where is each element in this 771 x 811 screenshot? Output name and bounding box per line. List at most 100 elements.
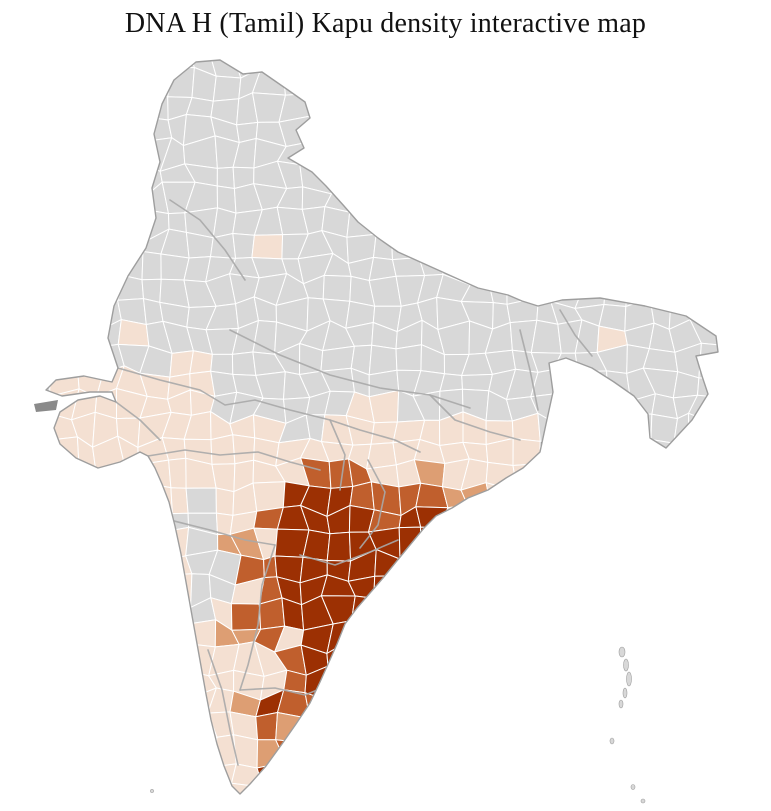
district[interactable] (550, 48, 587, 76)
district[interactable] (482, 787, 514, 810)
district[interactable] (689, 598, 724, 631)
district[interactable] (73, 296, 104, 333)
district[interactable] (618, 252, 652, 281)
district[interactable] (576, 211, 608, 239)
district[interactable] (670, 186, 700, 217)
district[interactable] (457, 756, 493, 793)
district[interactable] (373, 643, 403, 676)
district[interactable] (600, 73, 628, 98)
district[interactable] (573, 117, 610, 147)
district[interactable] (465, 234, 495, 259)
district[interactable] (483, 663, 514, 698)
district[interactable] (46, 74, 79, 98)
district[interactable] (740, 439, 763, 458)
district[interactable] (30, 696, 47, 718)
district[interactable] (365, 699, 394, 714)
district[interactable] (92, 665, 126, 700)
district[interactable] (182, 758, 213, 792)
district[interactable] (371, 734, 403, 761)
district[interactable] (669, 717, 701, 743)
district[interactable] (306, 718, 328, 745)
district[interactable] (736, 575, 770, 600)
district[interactable] (466, 94, 495, 124)
district[interactable] (509, 512, 532, 530)
district[interactable] (599, 623, 632, 648)
district[interactable] (49, 778, 73, 806)
district[interactable] (622, 137, 653, 170)
district[interactable] (535, 605, 563, 626)
district[interactable] (697, 717, 718, 743)
district[interactable] (74, 208, 103, 236)
district[interactable] (464, 504, 494, 539)
district[interactable] (68, 140, 99, 172)
district[interactable] (438, 527, 466, 562)
district[interactable] (627, 210, 647, 238)
district[interactable] (252, 784, 288, 811)
district[interactable] (668, 508, 702, 539)
district[interactable] (461, 596, 488, 621)
district[interactable] (596, 137, 625, 164)
district[interactable] (717, 598, 747, 630)
district[interactable] (23, 229, 55, 260)
district[interactable] (641, 480, 676, 511)
district[interactable] (185, 487, 217, 514)
district[interactable] (735, 531, 764, 562)
district[interactable] (623, 620, 651, 645)
district[interactable] (121, 651, 144, 677)
district[interactable] (141, 250, 162, 281)
district[interactable] (30, 370, 51, 399)
district[interactable] (486, 512, 518, 530)
district[interactable] (574, 251, 608, 282)
district[interactable] (323, 134, 356, 170)
district[interactable] (92, 696, 123, 721)
district[interactable] (598, 184, 629, 218)
district[interactable] (24, 113, 51, 147)
district[interactable] (22, 665, 56, 701)
district[interactable] (215, 487, 235, 516)
district[interactable] (73, 577, 104, 609)
district[interactable] (23, 91, 52, 122)
district[interactable] (599, 580, 624, 608)
district[interactable] (670, 234, 702, 263)
district[interactable] (739, 422, 764, 445)
district[interactable] (581, 388, 609, 418)
district[interactable] (574, 646, 605, 679)
district[interactable] (599, 527, 633, 555)
district[interactable] (376, 47, 396, 71)
district[interactable] (487, 736, 508, 770)
district[interactable] (46, 137, 76, 166)
district[interactable] (742, 331, 766, 348)
district[interactable] (350, 144, 378, 170)
district[interactable] (320, 345, 355, 372)
district[interactable] (120, 250, 144, 281)
district[interactable] (373, 575, 395, 603)
district[interactable] (690, 782, 722, 811)
district[interactable] (396, 738, 424, 766)
district[interactable] (642, 210, 676, 238)
district[interactable] (641, 459, 676, 492)
district[interactable] (537, 623, 561, 654)
district[interactable] (98, 47, 126, 79)
district[interactable] (77, 44, 101, 79)
district[interactable] (688, 184, 719, 214)
district[interactable] (94, 467, 127, 495)
district[interactable] (575, 229, 608, 261)
district[interactable] (513, 572, 537, 607)
district[interactable] (46, 714, 78, 746)
district[interactable] (48, 436, 80, 464)
district[interactable] (600, 89, 632, 126)
district[interactable] (481, 227, 515, 261)
district[interactable] (581, 414, 606, 441)
district[interactable] (621, 438, 653, 470)
district[interactable] (619, 553, 655, 582)
district[interactable] (167, 66, 195, 99)
district[interactable] (376, 162, 396, 189)
district[interactable] (119, 582, 150, 606)
district[interactable] (511, 603, 540, 626)
district[interactable] (507, 214, 535, 237)
district[interactable] (137, 459, 172, 489)
district[interactable] (415, 506, 449, 529)
district[interactable] (320, 719, 353, 747)
district[interactable] (182, 736, 218, 768)
district[interactable] (389, 668, 419, 701)
